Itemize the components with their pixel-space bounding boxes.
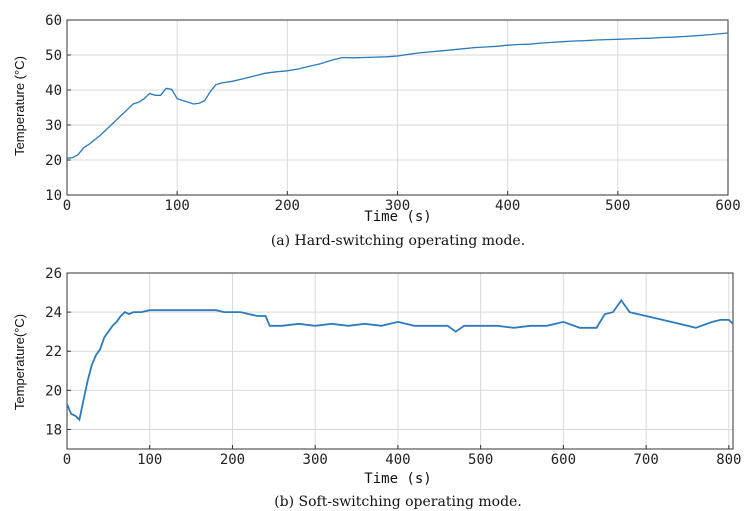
chart-b-y-tick-label: 20 xyxy=(45,383,62,399)
chart-b-y-tick-label: 22 xyxy=(45,344,62,360)
chart-b-plot-frame xyxy=(66,272,734,450)
chart-b-x-tick-label: 400 xyxy=(385,452,410,468)
chart-b-x-axis-label: Time (s) xyxy=(364,471,431,487)
chart-b-x-tick-label: 600 xyxy=(551,452,576,468)
chart-a-x-tick-label: 300 xyxy=(385,198,410,214)
chart-a-caption: (a) Hard-switching operating mode. xyxy=(271,233,525,249)
chart-a-y-tick-label: 40 xyxy=(45,83,62,99)
chart-a-y-axis-label: Temperature (°C) xyxy=(12,56,27,156)
chart-b-y-ticks: 18 20 22 24 26 xyxy=(45,266,71,438)
chart-a-series-line xyxy=(66,32,729,159)
chart-a-x-tick-label: 400 xyxy=(495,198,520,214)
chart-a-x-tick-label: 0 xyxy=(63,198,71,214)
chart-a-x-ticks: 0 100 200 300 400 500 600 xyxy=(63,191,741,214)
chart-b-x-tick-label: 700 xyxy=(633,452,658,468)
chart-a-x-tick-label: 100 xyxy=(165,198,190,214)
chart-b-x-tick-label: 100 xyxy=(137,452,162,468)
chart-b-y-axis-label: Temperature(°C) xyxy=(12,314,27,410)
chart-b-y-tick-label: 24 xyxy=(45,305,62,321)
chart-a-y-ticks: 10 20 30 40 50 60 xyxy=(45,13,71,204)
chart-a-x-tick-label: 500 xyxy=(605,198,630,214)
chart-b-x-tick-label: 300 xyxy=(303,452,328,468)
chart-b-x-tick-label: 200 xyxy=(220,452,245,468)
chart-b-x-ticks: 0 100 200 300 400 500 600 700 800 xyxy=(63,445,742,468)
chart-a-y-tick-label: 30 xyxy=(45,118,62,134)
chart-a-x-axis-label: Time (s) xyxy=(364,209,431,225)
chart-b-y-tick-label: 18 xyxy=(45,422,62,438)
chart-soft-switching: 0 100 200 300 400 500 600 700 800 18 20 22 24 26 Tim… xyxy=(12,266,742,510)
chart-b-y-tick-label: 26 xyxy=(45,266,62,282)
chart-b-x-tick-label: 800 xyxy=(716,452,741,468)
chart-hard-switching: 0 100 200 300 400 500 600 10 20 30 40 50 60 Time (s… xyxy=(12,13,741,249)
chart-a-y-tick-label: 50 xyxy=(45,48,62,64)
chart-b-grid xyxy=(67,273,733,449)
chart-b-x-tick-label: 500 xyxy=(468,452,493,468)
chart-a-y-tick-label: 20 xyxy=(45,153,62,169)
chart-a-x-tick-label: 600 xyxy=(715,198,740,214)
chart-a-y-tick-label: 60 xyxy=(45,13,62,29)
chart-a-grid xyxy=(67,20,728,195)
chart-b-caption: (b) Soft-switching operating mode. xyxy=(274,494,522,510)
chart-a-y-tick-label: 10 xyxy=(45,188,62,204)
chart-a-x-tick-label: 200 xyxy=(275,198,300,214)
chart-b-series-line xyxy=(66,298,734,422)
chart-b-x-tick-label: 0 xyxy=(63,452,71,468)
